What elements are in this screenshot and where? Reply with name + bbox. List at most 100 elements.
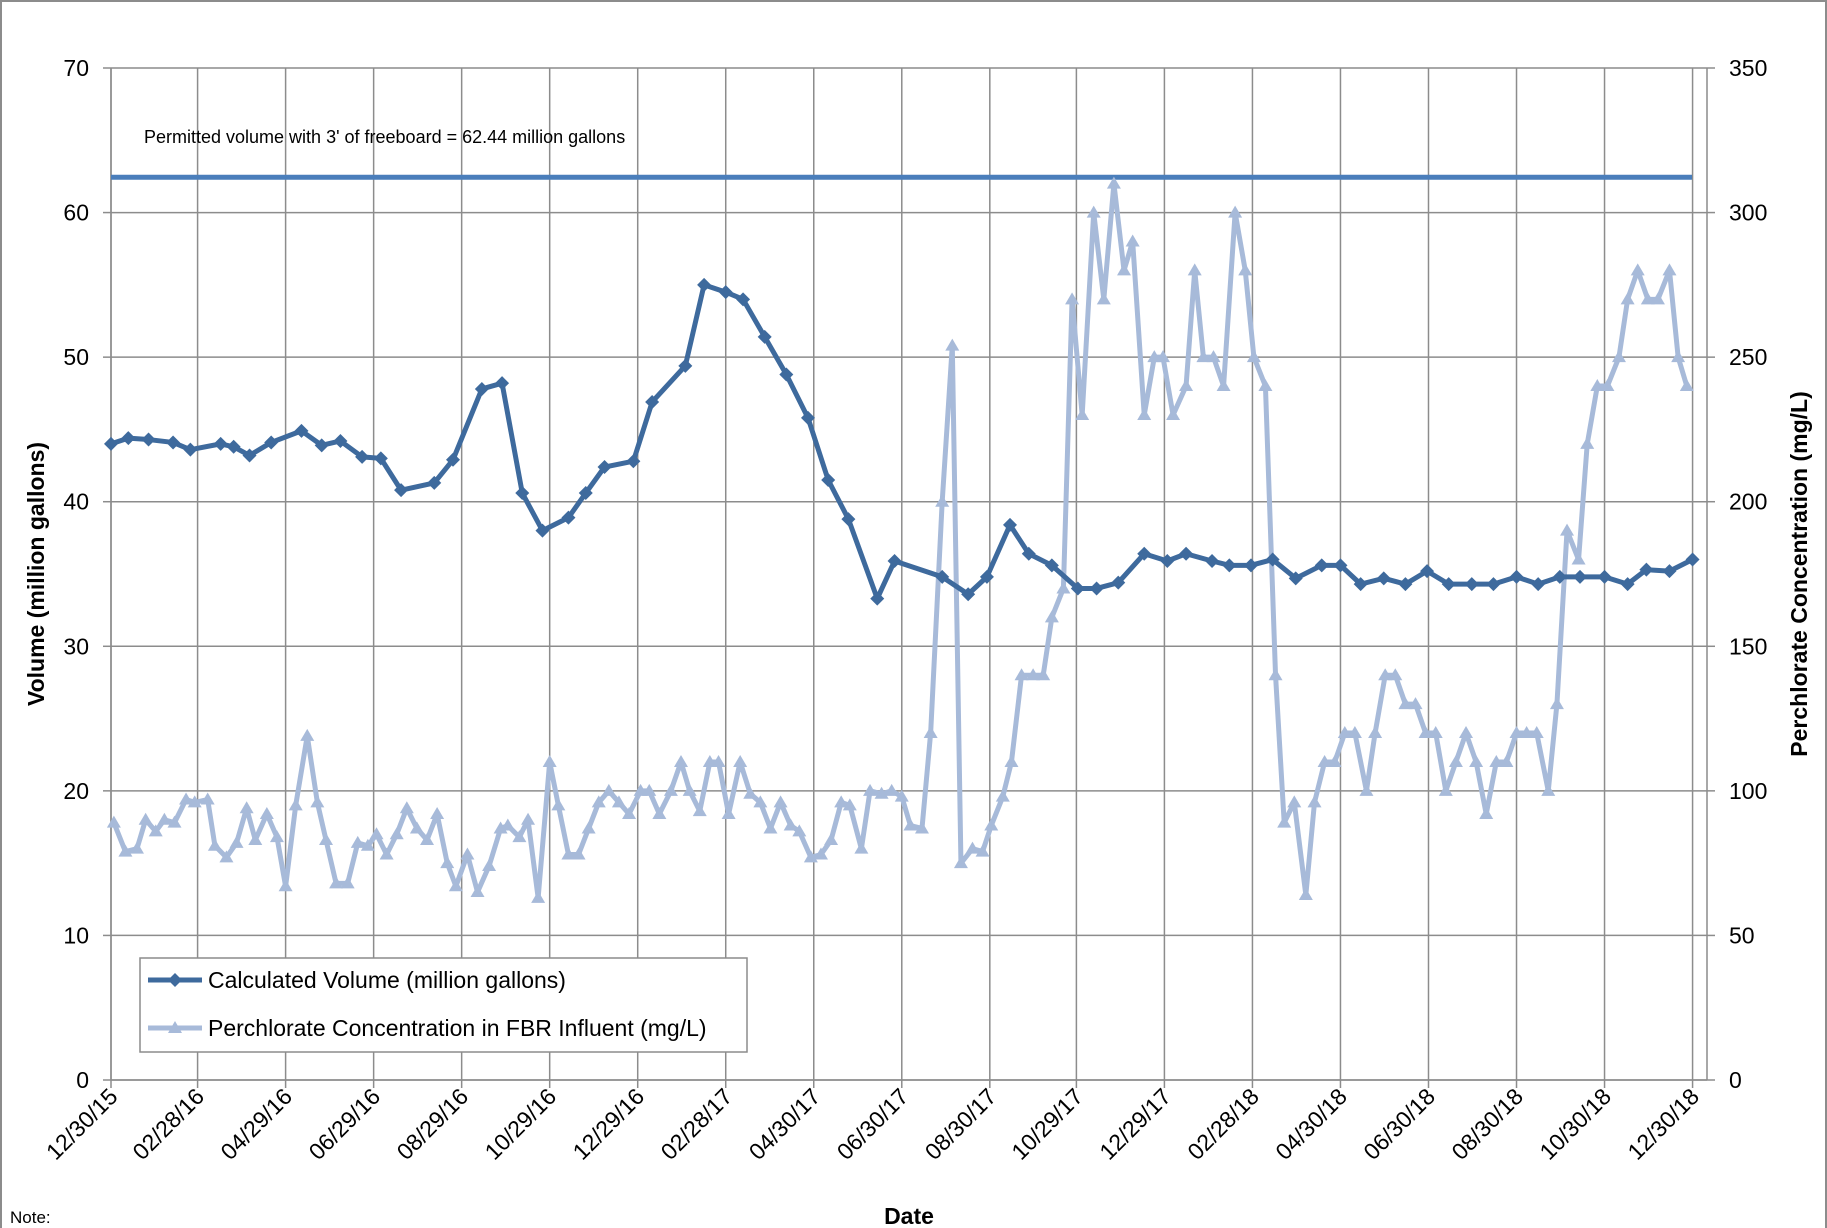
diamond-marker bbox=[495, 376, 510, 391]
triangle-marker bbox=[148, 824, 163, 837]
triangle-marker bbox=[824, 833, 839, 846]
triangle-marker bbox=[1337, 726, 1352, 739]
triangle-marker bbox=[1277, 815, 1292, 828]
triangle-marker bbox=[1075, 407, 1090, 420]
triangle-marker bbox=[278, 879, 293, 892]
triangle-marker bbox=[601, 783, 616, 796]
diamond-marker bbox=[870, 591, 885, 606]
note: Note: bbox=[10, 1208, 51, 1227]
diamond-marker bbox=[104, 436, 118, 451]
diamond-marker bbox=[1531, 577, 1546, 592]
triangle-marker bbox=[914, 821, 929, 834]
diamond-marker bbox=[1552, 569, 1567, 584]
diamond-marker bbox=[1333, 558, 1348, 573]
triangle-marker bbox=[863, 783, 878, 796]
triangle-marker bbox=[1438, 783, 1453, 796]
triangle-marker bbox=[1640, 292, 1655, 305]
triangle-marker bbox=[207, 838, 222, 851]
diamond-marker bbox=[1003, 517, 1018, 532]
diamond-marker bbox=[718, 285, 733, 300]
series bbox=[106, 176, 1694, 903]
triangle-marker bbox=[1044, 610, 1059, 623]
triangle-marker bbox=[571, 847, 586, 860]
triangle-marker bbox=[1509, 726, 1524, 739]
triangle-marker bbox=[834, 795, 849, 808]
triangle-marker bbox=[1117, 263, 1132, 276]
diamond-marker bbox=[1573, 569, 1588, 584]
diamond-marker bbox=[779, 367, 794, 382]
diamond-marker bbox=[1288, 571, 1303, 586]
y2-tick-label: 250 bbox=[1729, 344, 1767, 370]
diamond-marker bbox=[961, 587, 976, 602]
diamond-marker bbox=[1070, 581, 1085, 596]
y2-axis-title: Perchlorate Concentration (mg/L) bbox=[1786, 391, 1812, 756]
diamond-marker bbox=[645, 394, 660, 409]
triangle-marker bbox=[329, 876, 344, 889]
diamond-marker bbox=[821, 473, 836, 488]
y-tick-label: 60 bbox=[63, 200, 89, 226]
triangle-marker bbox=[1216, 379, 1231, 392]
triangle-marker bbox=[1448, 754, 1463, 767]
triangle-marker bbox=[1388, 668, 1403, 681]
triangle-marker bbox=[167, 815, 182, 828]
y2-tick-label: 300 bbox=[1729, 200, 1767, 226]
diamond-marker bbox=[314, 438, 329, 453]
diamond-marker bbox=[1376, 571, 1391, 586]
diamond-marker bbox=[597, 460, 612, 475]
triangle-marker bbox=[259, 806, 274, 819]
triangle-marker bbox=[1187, 263, 1202, 276]
triangle-marker bbox=[118, 844, 133, 857]
diamond-marker bbox=[626, 454, 641, 469]
triangle-marker bbox=[1347, 726, 1362, 739]
triangle-marker bbox=[389, 827, 404, 840]
triangle-marker bbox=[1238, 263, 1253, 276]
triangle-marker bbox=[1549, 697, 1564, 710]
triangle-marker bbox=[106, 815, 121, 828]
triangle-marker bbox=[975, 844, 990, 857]
triangle-marker bbox=[300, 728, 315, 741]
diamond-marker bbox=[1353, 577, 1368, 592]
diamond-marker bbox=[935, 569, 950, 584]
triangle-marker bbox=[229, 835, 244, 848]
diamond-marker bbox=[264, 435, 279, 450]
y-tick-label: 10 bbox=[63, 922, 89, 948]
y-tick-label: 0 bbox=[76, 1067, 89, 1093]
y2-tick-label: 200 bbox=[1729, 489, 1767, 515]
diamond-marker bbox=[427, 475, 442, 490]
triangle-marker bbox=[1228, 205, 1243, 218]
diamond-marker bbox=[1420, 564, 1435, 579]
diamond-marker bbox=[474, 381, 489, 396]
diamond-marker bbox=[183, 442, 198, 457]
triangle-marker bbox=[1246, 350, 1261, 363]
triangle-marker bbox=[138, 812, 153, 825]
triangle-marker bbox=[379, 847, 394, 860]
legend-label: Calculated Volume (million gallons) bbox=[208, 967, 566, 993]
triangle-marker bbox=[1469, 754, 1484, 767]
diamond-marker bbox=[535, 523, 550, 538]
triangle-marker bbox=[369, 827, 384, 840]
triangle-marker bbox=[340, 876, 355, 889]
diamond-marker bbox=[841, 512, 856, 527]
diamond-marker bbox=[1685, 552, 1700, 567]
diamond-marker bbox=[979, 569, 994, 584]
triangle-marker bbox=[1298, 887, 1313, 900]
y-axis-title: Volume (million gallons) bbox=[23, 442, 49, 706]
triangle-marker bbox=[482, 859, 497, 872]
reference-label: Permitted volume with 3' of freeboard = … bbox=[144, 127, 625, 147]
triangle-marker bbox=[430, 806, 445, 819]
triangle-marker bbox=[551, 798, 566, 811]
diamond-marker bbox=[394, 483, 409, 498]
triangle-marker bbox=[1179, 379, 1194, 392]
diamond-marker bbox=[294, 423, 309, 438]
triangle-marker bbox=[743, 786, 758, 799]
y2-tick-label: 50 bbox=[1729, 922, 1755, 948]
diamond-marker bbox=[1265, 552, 1280, 567]
triangle-marker bbox=[399, 801, 414, 814]
triangle-marker bbox=[1590, 379, 1605, 392]
triangle-marker bbox=[187, 795, 202, 808]
triangle-marker bbox=[884, 783, 899, 796]
triangle-marker bbox=[674, 754, 688, 767]
triangle-marker bbox=[409, 821, 424, 834]
triangle-marker bbox=[842, 798, 857, 811]
